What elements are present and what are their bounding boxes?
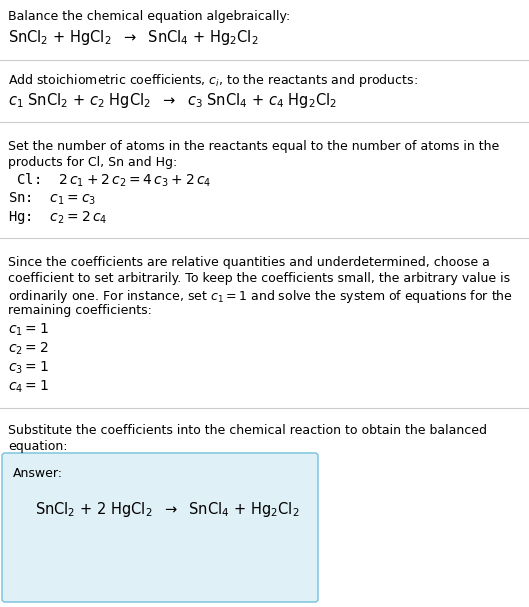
Text: Balance the chemical equation algebraically:: Balance the chemical equation algebraica… [8, 10, 290, 23]
Text: products for Cl, Sn and Hg:: products for Cl, Sn and Hg: [8, 156, 177, 169]
Text: $c_1$ SnCl$_2$ + $c_2$ HgCl$_2$  $\rightarrow$  $c_3$ SnCl$_4$ + $c_4$ Hg$_2$Cl$: $c_1$ SnCl$_2$ + $c_2$ HgCl$_2$ $\righta… [8, 91, 337, 110]
Text: SnCl$_2$ + 2 HgCl$_2$  $\rightarrow$  SnCl$_4$ + Hg$_2$Cl$_2$: SnCl$_2$ + 2 HgCl$_2$ $\rightarrow$ SnCl… [35, 500, 299, 519]
Text: $c_2 = 2$: $c_2 = 2$ [8, 341, 49, 358]
Text: equation:: equation: [8, 440, 68, 453]
Text: $c_1 = 1$: $c_1 = 1$ [8, 322, 49, 338]
Text: Add stoichiometric coefficients, $c_i$, to the reactants and products:: Add stoichiometric coefficients, $c_i$, … [8, 72, 418, 89]
Text: SnCl$_2$ + HgCl$_2$  $\rightarrow$  SnCl$_4$ + Hg$_2$Cl$_2$: SnCl$_2$ + HgCl$_2$ $\rightarrow$ SnCl$_… [8, 28, 259, 47]
Text: Answer:: Answer: [13, 467, 63, 480]
Text: $c_4 = 1$: $c_4 = 1$ [8, 379, 49, 395]
Text: Substitute the coefficients into the chemical reaction to obtain the balanced: Substitute the coefficients into the che… [8, 424, 487, 437]
FancyBboxPatch shape [2, 453, 318, 602]
Text: remaining coefficients:: remaining coefficients: [8, 304, 152, 317]
Text: Since the coefficients are relative quantities and underdetermined, choose a: Since the coefficients are relative quan… [8, 256, 490, 269]
Text: Set the number of atoms in the reactants equal to the number of atoms in the: Set the number of atoms in the reactants… [8, 140, 499, 153]
Text: Sn:  $c_1 = c_3$: Sn: $c_1 = c_3$ [8, 191, 96, 208]
Text: Cl:  $2\,c_1 + 2\,c_2 = 4\,c_3 + 2\,c_4$: Cl: $2\,c_1 + 2\,c_2 = 4\,c_3 + 2\,c_4$ [8, 172, 212, 189]
Text: Hg:  $c_2 = 2\,c_4$: Hg: $c_2 = 2\,c_4$ [8, 209, 107, 226]
Text: $c_3 = 1$: $c_3 = 1$ [8, 360, 49, 376]
Text: ordinarily one. For instance, set $c_1 = 1$ and solve the system of equations fo: ordinarily one. For instance, set $c_1 =… [8, 288, 513, 305]
Text: coefficient to set arbitrarily. To keep the coefficients small, the arbitrary va: coefficient to set arbitrarily. To keep … [8, 272, 510, 285]
